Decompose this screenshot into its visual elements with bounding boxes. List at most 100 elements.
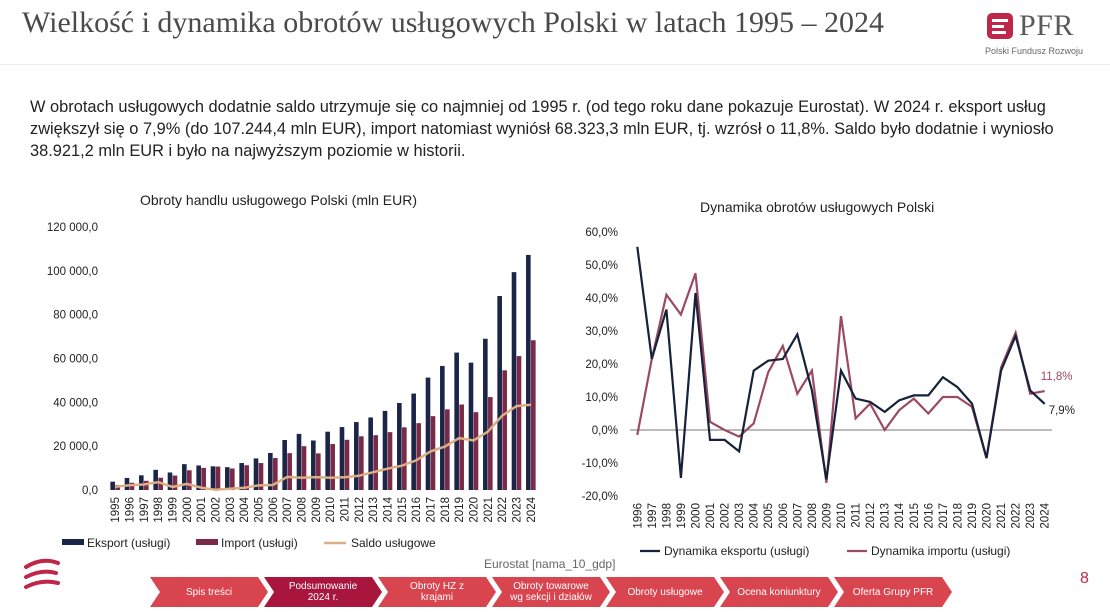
nav-tab-5[interactable]: Obroty usługowe [606,577,724,607]
legend-label-dyn-export: Dynamika eksportu (usługi) [664,544,809,558]
x-tick-label: 2023 [512,497,524,523]
chart2-title: Dynamika obrotów usługowych Polski [700,199,935,215]
x-tick-label: 2012 [865,503,877,529]
chart1-title: Obroty handlu usługowego Polski (mln EUR… [140,192,418,208]
section-navigation: Spis treści Podsumowanie 2024 r. Obroty HZ… [150,577,970,607]
nav-tab-1[interactable]: Spis treści [150,577,268,607]
logo-subtitle: Polski Fundusz Rozwoju [985,46,1084,56]
export-bar [282,440,287,490]
x-tick-label: 2021 [996,503,1008,529]
export-bar [440,365,445,490]
x-tick-label: 2001 [196,497,208,523]
import-bar [445,409,450,490]
x-tick-label: 2004 [749,502,761,528]
legend-label-export: Eksport (usługi) [87,536,170,550]
x-tick-label: 2002 [720,503,732,529]
nav-tab-label: Obroty HZ z krajami [410,581,464,603]
x-tick-label: 2009 [311,497,323,523]
import-bar [344,439,350,490]
x-tick-label: 2019 [454,497,466,523]
export-bar [382,410,388,490]
import-bar [502,370,507,490]
legend-label-saldo: Saldo usługowe [351,536,436,550]
x-tick-label: 1999 [676,503,688,529]
export-bar [239,463,244,490]
y-tick-label: 50,0% [585,260,618,272]
header-divider [0,64,1110,65]
nav-tab-label: Obroty towarowe wg sekcji i działów [510,581,592,603]
legend-label-import: Import (usługi) [221,536,298,550]
x-tick-label: 2000 [182,497,194,523]
x-tick-label: 2001 [705,503,717,529]
export-bar [210,466,216,490]
export-bar [397,402,402,490]
export-bar [124,477,130,490]
nav-tab-2[interactable]: Podsumowanie 2024 r. [264,577,382,607]
nav-tab-label: Obroty usługowe [627,586,703,598]
x-tick-label: 2013 [880,503,892,529]
x-tick-label: 1997 [647,503,659,529]
import-bar [316,453,321,490]
x-tick-label: 1997 [139,497,151,523]
import-bar [230,468,235,490]
nav-tab-label: Oferta Grupy PFR [852,586,934,598]
intro-paragraph: W obrotach usługowych dodatnie saldo utr… [30,98,1054,160]
export-bar [368,417,373,490]
y-tick-label: -20,0% [582,491,618,503]
x-tick-label: 2005 [254,497,266,523]
nav-tab-4[interactable]: Obroty towarowe wg sekcji i działów [492,577,610,607]
x-tick-label: 1995 [110,497,122,523]
export-bar [153,469,158,490]
import-bar [187,470,192,490]
x-tick-label: 2008 [807,503,819,529]
export-last-label: 7,9% [1049,405,1075,417]
y-tick-label: 80 000,0 [53,310,98,322]
logo-text: PFR [1019,9,1074,42]
import-bar [459,404,464,490]
x-tick-label: 2011 [851,503,863,528]
x-tick-label: 2018 [952,503,964,529]
import-bar [201,467,206,490]
export-bar [454,352,459,490]
import-bar [330,443,335,490]
export-bar [311,440,316,490]
export-bar [225,467,230,490]
export-bar [182,464,187,490]
nav-tab-3[interactable]: Obroty HZ z krajami [378,577,496,607]
y-tick-label: 40,0% [585,293,618,305]
x-tick-label: 2024 [1040,502,1052,528]
import-bar [244,465,249,490]
x-tick-label: 2016 [411,497,423,523]
nav-tab-7[interactable]: Oferta Grupy PFR [834,577,952,607]
x-tick-label: 2003 [734,503,746,529]
page-title: Wielkość i dynamika obrotów usługowych P… [22,6,885,39]
x-tick-label: 2014 [894,502,906,528]
export-bar [196,465,201,490]
x-tick-label: 2018 [440,497,452,523]
import-bar [172,475,178,490]
import-bar [373,435,378,490]
nav-tab-6[interactable]: Ocena koniunktury [720,577,838,607]
x-tick-label: 2021 [483,497,495,523]
y-tick-label: 30,0% [585,326,618,338]
x-tick-label: 2015 [909,503,921,529]
x-tick-label: 2009 [821,503,833,529]
x-tick-label: 2017 [938,503,950,529]
nav-tab-label: Ocena koniunktury [737,586,821,598]
x-tick-label: 2002 [211,497,223,523]
export-bar [483,338,488,490]
export-bar [354,422,359,490]
x-tick-label: 1996 [632,503,644,529]
footer-logo-icon [24,558,60,589]
x-tick-label: 2015 [397,497,409,523]
import-bar [402,427,407,490]
y-tick-label: 60 000,0 [53,354,98,366]
y-tick-label: 120 000,0 [47,222,98,234]
export-bar [253,458,259,490]
y-tick-label: 0,0% [592,425,618,437]
x-tick-label: 2010 [836,503,848,529]
import-last-label: 11,8% [1041,371,1073,383]
x-tick-label: 1998 [661,503,673,529]
